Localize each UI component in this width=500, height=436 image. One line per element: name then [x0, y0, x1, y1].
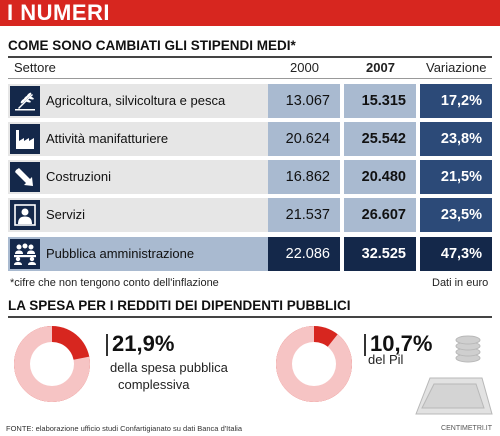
pie-spending	[14, 326, 91, 402]
header-rule	[8, 78, 492, 79]
row-label: Pubblica amministrazione	[46, 246, 195, 261]
value-2007: 20.480	[344, 160, 416, 194]
stat-desc: della spesa pubblica	[110, 360, 228, 375]
stat-bar	[364, 334, 366, 356]
spending-title: LA SPESA PER I REDDITI DEI DIPENDENTI PU…	[8, 298, 351, 313]
row-background	[8, 122, 268, 156]
value-change: 21,5%	[420, 160, 492, 194]
group-icon	[10, 239, 40, 269]
value-2000: 13.067	[268, 84, 340, 118]
column-2007: 2007	[366, 60, 395, 75]
value-2007: 25.542	[344, 122, 416, 156]
spending-rule	[8, 316, 492, 318]
footnote: *cifre che non tengono conto dell'inflaz…	[10, 277, 219, 289]
column-change: Variazione	[426, 60, 487, 75]
value-change: 23,5%	[420, 198, 492, 232]
value-2000: 21.537	[268, 198, 340, 232]
person-icon	[10, 200, 40, 230]
coins-icon	[415, 335, 493, 415]
column-2000: 2000	[290, 60, 319, 75]
construction-icon	[10, 162, 40, 192]
row-background	[8, 160, 268, 194]
pie-gdp	[276, 326, 352, 402]
value-2000: 16.862	[268, 160, 340, 194]
page-title: I NUMERI	[7, 0, 110, 25]
factory-icon	[10, 124, 40, 154]
row-label: Servizi	[46, 207, 86, 222]
value-change: 23,8%	[420, 122, 492, 156]
value-change: 47,3%	[420, 237, 492, 271]
row-background	[8, 198, 268, 232]
row-label: Costruzioni	[46, 169, 112, 184]
stat-bar	[106, 334, 108, 356]
stat-desc: complessiva	[118, 377, 190, 392]
source-note: FONTE: elaborazione ufficio studi Confar…	[6, 424, 243, 433]
value-2007: 15.315	[344, 84, 416, 118]
column-sector: Settore	[14, 60, 56, 75]
value-2000: 22.086	[268, 237, 340, 271]
row-label: Agricoltura, silvicoltura e pesca	[46, 93, 226, 108]
header-banner: I NUMERI	[0, 0, 500, 26]
pie-hole	[30, 342, 74, 386]
stat-value: 10,7%	[370, 331, 433, 356]
unit-note: Dati in euro	[432, 277, 489, 289]
wheat-icon	[10, 86, 40, 116]
value-2007: 26.607	[344, 198, 416, 232]
salaries-rule	[8, 56, 492, 58]
pie-hole	[292, 342, 336, 386]
value-2007: 32.525	[344, 237, 416, 271]
row-label: Attività manifatturiere	[46, 131, 169, 146]
row-background	[8, 237, 268, 271]
stat-desc: del Pil	[368, 352, 404, 367]
value-2000: 20.624	[268, 122, 340, 156]
salaries-title: COME SONO CAMBIATI GLI STIPENDI MEDI*	[8, 38, 296, 53]
stat-value: 21,9%	[112, 331, 175, 356]
value-change: 17,2%	[420, 84, 492, 118]
credit: CENTIMETRI.IT	[441, 425, 492, 432]
row-background	[8, 84, 268, 118]
